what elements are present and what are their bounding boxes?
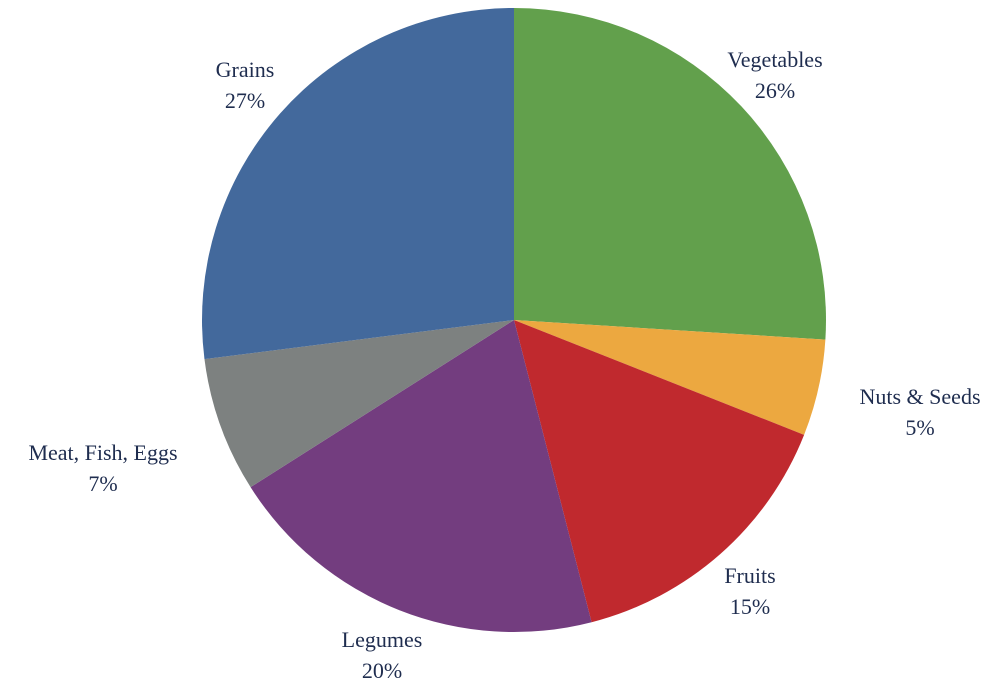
slice-percent-label: 7% xyxy=(88,471,117,496)
slice-percent-label: 27% xyxy=(225,88,265,113)
slice-name-label: Grains xyxy=(216,57,275,82)
slice-percent-label: 20% xyxy=(362,658,402,683)
slice-percent-label: 15% xyxy=(730,594,770,619)
slice-name-label: Legumes xyxy=(342,627,423,652)
pie-slices xyxy=(202,8,826,633)
slice-percent-label: 5% xyxy=(905,415,934,440)
slice-name-label: Fruits xyxy=(724,563,775,588)
slice-name-label: Vegetables xyxy=(727,47,822,72)
slice-name-label: Meat, Fish, Eggs xyxy=(28,440,177,465)
pie-slice-meat-fish-eggs xyxy=(204,320,514,488)
pie-slice-nuts-seeds xyxy=(514,320,826,435)
pie-slice-grains xyxy=(202,8,515,360)
slice-percent-label: 26% xyxy=(755,78,795,103)
pie-slice-vegetables xyxy=(514,8,826,340)
pie-labels: Vegetables 26% Nuts & Seeds 5% Fruits 15… xyxy=(28,47,980,683)
slice-name-label: Nuts & Seeds xyxy=(860,384,981,409)
pie-slice-fruits xyxy=(514,320,805,623)
pie-slice-legumes xyxy=(250,320,592,633)
